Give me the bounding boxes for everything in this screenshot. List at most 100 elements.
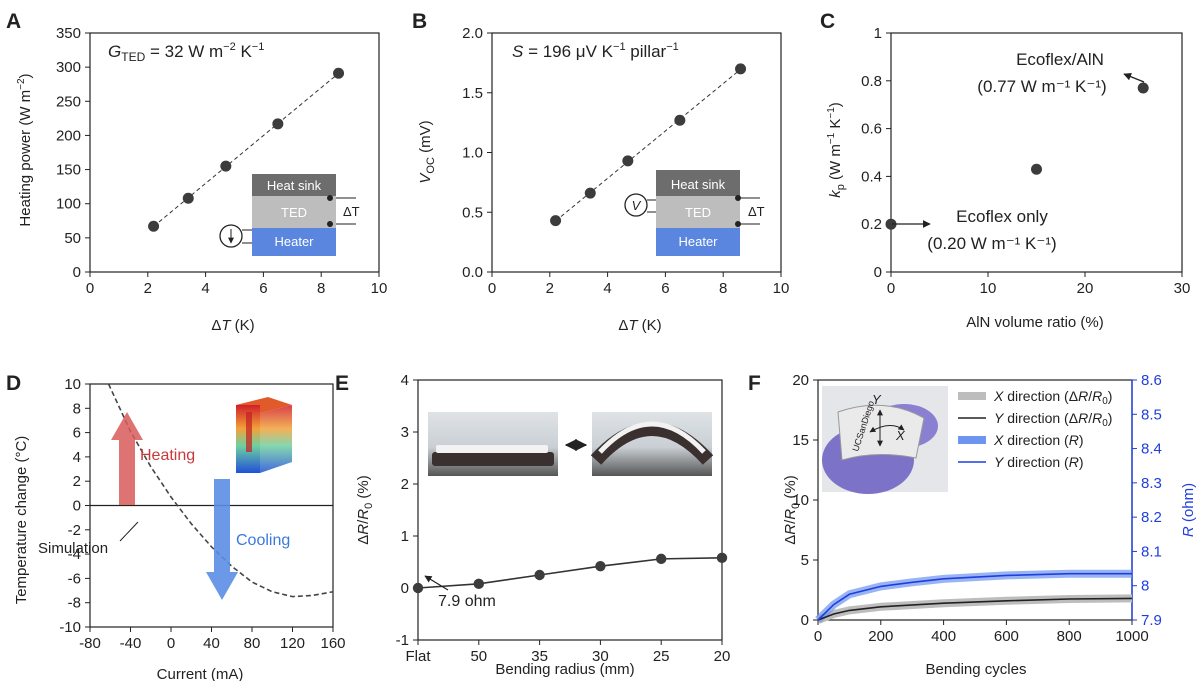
x-tick-label: 0 xyxy=(167,635,175,652)
panel-d-ylabel: Temperature change (°C) xyxy=(13,436,30,605)
y-direction-dr-line xyxy=(817,597,1133,621)
x-tick-label: 800 xyxy=(1057,628,1082,645)
panel-f-marks: 0 200 400 600 800 1000 0 5 10 15 20 7.9 8 8.1 8.2 8.3 8.… xyxy=(792,372,1162,645)
y-tick-label: 250 xyxy=(56,93,81,110)
y-tick-label: -2 xyxy=(68,522,81,539)
legend-label: Y direction (ΔR/R0) xyxy=(994,410,1112,429)
y-tick-label: 150 xyxy=(56,162,81,179)
data-point xyxy=(182,192,194,204)
y-tick-label: 200 xyxy=(56,127,81,144)
y-tick-label: 2 xyxy=(401,476,409,493)
inset-delta-t: ΔT xyxy=(343,204,360,219)
current-source-icon xyxy=(219,224,243,248)
y-tick-label: 8 xyxy=(73,400,81,417)
x-tick-label: 160 xyxy=(320,635,345,652)
data-point xyxy=(885,218,897,230)
x-tick-label: 30 xyxy=(592,648,609,665)
data-point xyxy=(412,582,424,594)
x-tick-label: 200 xyxy=(868,628,893,645)
plot-frame xyxy=(89,32,380,273)
panel-b-marks: 0 2 4 6 8 10 0.0 0.5 1.0 1.5 2.0 xyxy=(462,25,789,297)
x-tick-label: 6 xyxy=(661,280,669,297)
data-point xyxy=(735,63,747,75)
inset-heat-sink-label: Heat sink xyxy=(267,178,322,193)
data-point xyxy=(674,114,686,126)
voltmeter-icon xyxy=(624,193,648,217)
y-tick-label: -8 xyxy=(68,595,81,612)
fit-line xyxy=(555,68,741,222)
y-tick-label: 300 xyxy=(56,59,81,76)
panel-a-inset-device: Heat sink TED Heater ΔT xyxy=(219,174,360,256)
panel-letter-a: A xyxy=(6,10,21,33)
data-point xyxy=(584,187,596,199)
cooling-arrow xyxy=(206,479,238,600)
panel-e-marks: -1 0 1 2 3 4 Flat 50 35 30 25 20 xyxy=(396,372,731,665)
x-tick-label: 2 xyxy=(546,280,554,297)
y-tick-label: 5 xyxy=(801,552,809,569)
panel-c-xlabel: AlN volume ratio (%) xyxy=(966,314,1104,331)
flat-bending-photo xyxy=(428,412,558,476)
x-tick-label: 120 xyxy=(280,635,305,652)
heating-label: Heating xyxy=(140,447,195,464)
x-tick-label: 1000 xyxy=(1115,628,1148,645)
x-tick-label: 4 xyxy=(201,280,209,297)
y-tick-label: 0 xyxy=(73,264,81,281)
y-tick-label: 2 xyxy=(73,473,81,490)
data-point xyxy=(534,569,545,581)
y-tick-label: 0.2 xyxy=(861,216,882,233)
y-tick-label: 1 xyxy=(401,528,409,545)
inset-b-heat-sink-label: Heat sink xyxy=(671,177,726,192)
panel-a-xlabel: ΔT (K) xyxy=(211,317,254,334)
inset-heater-label: Heater xyxy=(274,234,314,249)
panel-d-chart: -80 -40 0 40 80 120 160 -10 -8 -6 -4 -2 0 2 4 6 8 10 Heat… xyxy=(13,376,346,681)
fit-line xyxy=(153,72,339,227)
x-tick-label: -40 xyxy=(120,635,142,652)
panel-c-annotation-ecoflex: Ecoflex only xyxy=(956,207,1048,226)
y-tick-label: 50 xyxy=(64,230,81,247)
y-tick-label: 10 xyxy=(64,376,81,393)
data-point xyxy=(595,560,606,572)
x-tick-label: 50 xyxy=(470,648,487,665)
x-tick-label: 20 xyxy=(714,648,731,665)
y2-tick-label: 8.6 xyxy=(1141,372,1162,389)
panel-b-xlabel: ΔT (K) xyxy=(618,317,661,334)
legend-label: X direction (ΔR/R0) xyxy=(993,388,1112,407)
panel-c-marks: 0 10 20 30 0 0.2 0.4 0.6 0.8 1 xyxy=(861,25,1190,297)
x-tick-label: 25 xyxy=(653,648,670,665)
heating-arrow xyxy=(111,412,143,505)
panel-d-marks: -80 -40 0 40 80 120 160 -10 -8 -6 -4 -2 0 2 4 6 8 10 xyxy=(59,376,345,652)
data-point xyxy=(272,118,284,130)
y-tick-label: -10 xyxy=(59,619,81,636)
y-tick-label: -4 xyxy=(68,546,81,563)
bent-photo xyxy=(590,412,714,476)
panel-b-inset-device: Heat sink TED Heater ΔT V xyxy=(624,170,765,256)
panel-e-annotation: 7.9 ohm xyxy=(438,593,496,610)
y-tick-label: 6 xyxy=(73,425,81,442)
panel-f-xlabel: Bending cycles xyxy=(926,661,1027,678)
y-tick-label: 0 xyxy=(401,580,409,597)
y2-tick-label: 8.2 xyxy=(1141,509,1162,526)
y2-tick-label: 7.9 xyxy=(1141,612,1162,629)
x-tick-label: 30 xyxy=(1174,280,1191,297)
y2-tick-label: 8.4 xyxy=(1141,441,1162,458)
y-tick-label: 0.5 xyxy=(462,204,483,221)
y-tick-label: 1.0 xyxy=(462,145,483,162)
y-direction-r-line xyxy=(817,572,1132,621)
inset-ted-label: TED xyxy=(281,205,307,220)
inset-b-delta-t: ΔT xyxy=(748,204,765,219)
panel-f-y2label: R (ohm) xyxy=(1180,483,1196,537)
y-tick-label: 4 xyxy=(401,372,409,389)
y-tick-label: 1.5 xyxy=(462,85,483,102)
y2-tick-label: 8.1 xyxy=(1141,543,1162,560)
panel-c-chart: 0 10 20 30 0 0.2 0.4 0.6 0.8 1 kp (W m−1 K−1) AlN… xyxy=(826,25,1190,331)
y-tick-label: 0.0 xyxy=(462,264,483,281)
data-point xyxy=(220,160,232,172)
y-tick-label: 0 xyxy=(73,498,81,515)
panel-e-xlabel: Bending radius (mm) xyxy=(495,661,634,678)
y2-tick-label: 8 xyxy=(1141,578,1149,595)
y-tick-label: 0.6 xyxy=(861,121,882,138)
x-tick-label: 0 xyxy=(86,280,94,297)
x-tick-label: 6 xyxy=(259,280,267,297)
